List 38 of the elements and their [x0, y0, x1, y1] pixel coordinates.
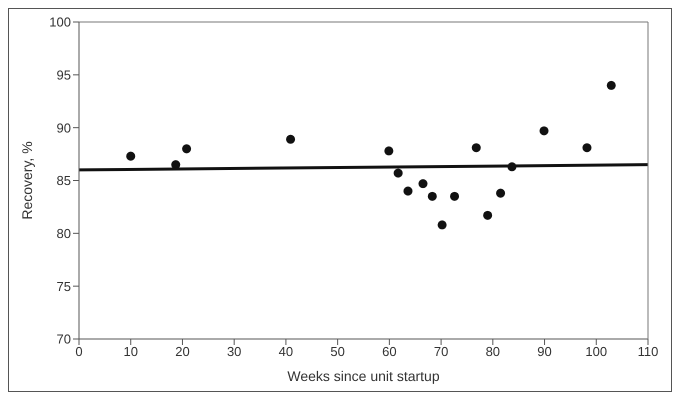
point: [428, 192, 437, 201]
point: [483, 210, 492, 220]
y-tick-label: 80: [56, 226, 71, 241]
x-tick-label: 100: [585, 344, 608, 360]
x-tick-label: 60: [382, 344, 397, 360]
point: [496, 188, 506, 198]
point: [438, 220, 447, 230]
x-tick-label: 110: [638, 344, 658, 360]
x-tick-label: 50: [330, 344, 345, 360]
point: [286, 134, 296, 144]
x-tick-label: 70: [434, 344, 448, 360]
point: [403, 186, 412, 196]
point: [182, 144, 192, 154]
point: [418, 179, 428, 188]
x-axis-title: Weeks since unit startup: [287, 368, 440, 384]
y-tick-label: 85: [56, 173, 71, 188]
x-tick-label: 40: [278, 344, 294, 360]
y-tick-label: 95: [56, 67, 71, 82]
point: [540, 126, 549, 136]
point: [384, 146, 394, 156]
point: [606, 80, 616, 90]
point: [450, 192, 460, 201]
point: [126, 152, 136, 161]
point: [582, 143, 592, 152]
x-tick-label: 30: [226, 344, 242, 360]
x-tick-label: 90: [537, 344, 552, 360]
x-tick-label: 20: [175, 344, 190, 360]
y-tick-label: 75: [56, 278, 71, 294]
y-tick-label: 100: [49, 14, 71, 30]
y-axis-title: Recovery, %: [18, 141, 35, 220]
y-tick-label: 70: [56, 332, 71, 347]
y-tick-label: 90: [56, 120, 71, 136]
point: [394, 168, 403, 178]
x-tick-label: 80: [486, 344, 500, 360]
x-tick-label: 10: [123, 344, 138, 360]
point: [472, 143, 481, 152]
point: [507, 162, 516, 172]
x-tick-label: 0: [75, 344, 83, 360]
